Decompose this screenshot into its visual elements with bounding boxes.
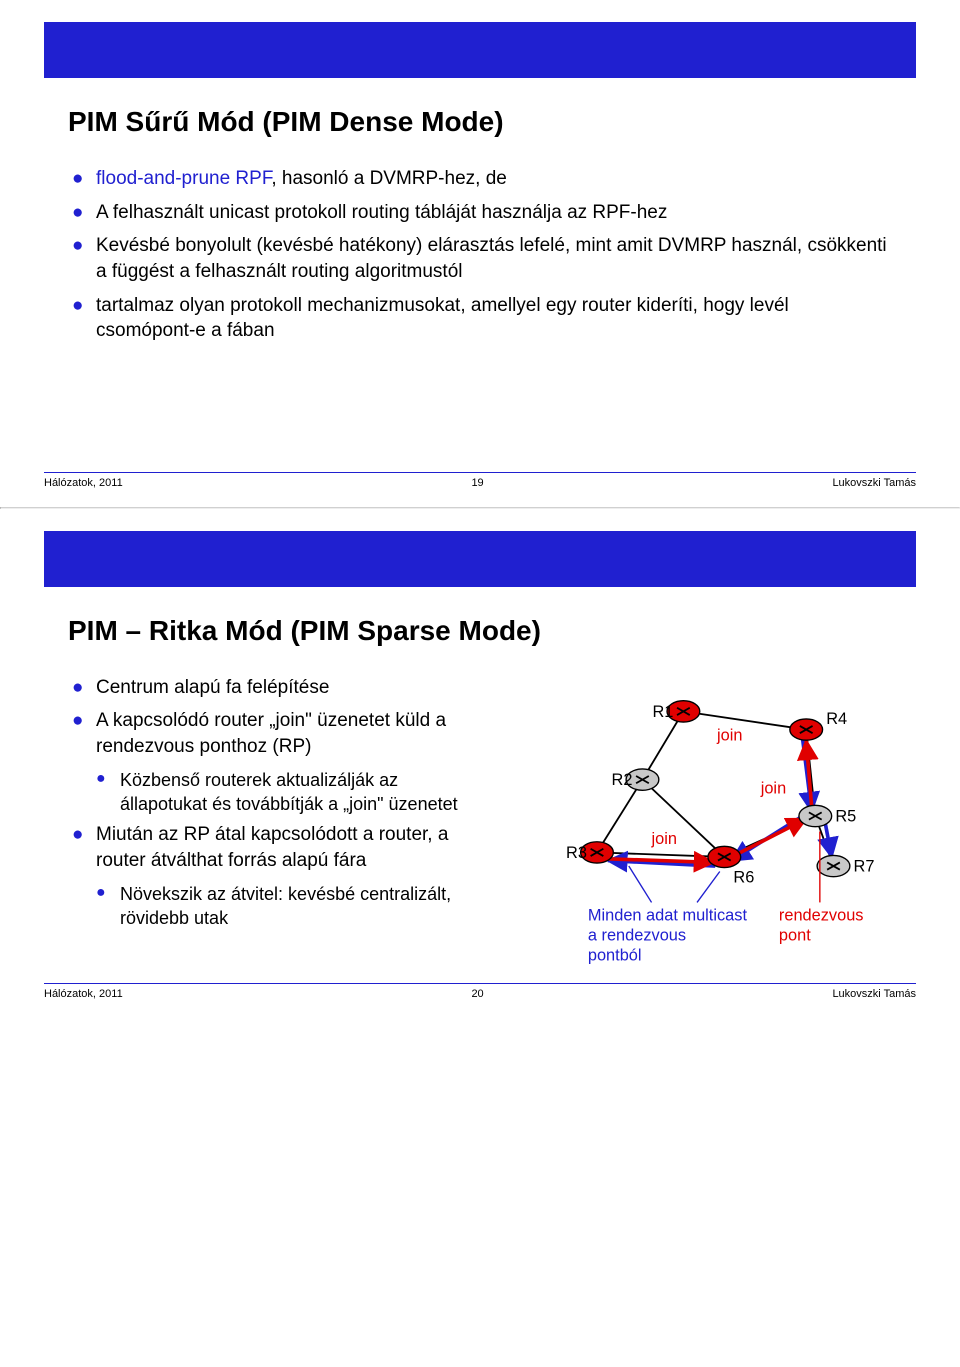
- router-label: R4: [826, 710, 847, 728]
- bullet-novekszik: Növekszik az átvitel: kevésbé centralizá…: [96, 882, 486, 931]
- bullet-unicast-protokoll: A felhasznált unicast protokoll routing …: [72, 200, 888, 226]
- slide1-content: flood-and-prune RPF, hasonló a DVMRP-hez…: [72, 166, 888, 344]
- footer-left: Hálózatok, 2011: [44, 988, 123, 1000]
- router-label: R5: [835, 807, 856, 825]
- router-node-r5: [799, 805, 832, 826]
- left-column: Centrum alapú fa felépítése A kapcsolódó…: [72, 675, 486, 936]
- network-diagram: join join join R1 R2 R3 R4 R5 R6 R7 Minden adat …: [506, 675, 888, 975]
- slide-2: PIM – Ritka Mód (PIM Sparse Mode) Centru…: [0, 531, 960, 1018]
- footer-page: 20: [471, 988, 483, 1000]
- bullet-miutan: Miután az RP átal kapcsolódott a router,…: [72, 822, 486, 873]
- bullet-highlight: flood-and-prune RPF: [96, 168, 271, 189]
- slide-separator: [0, 507, 960, 509]
- caption-multicast: Minden adat multicast a rendezvous pontb…: [588, 906, 752, 964]
- slide-title: PIM – Ritka Mód (PIM Sparse Mode): [68, 615, 960, 647]
- edge: [597, 779, 642, 852]
- bullet-join: A kapcsolódó router „join" üzenetet küld…: [72, 708, 486, 759]
- title-bar: [44, 531, 916, 587]
- footer-author: Lukovszki Tamás: [832, 477, 916, 489]
- slide-1: PIM Sűrű Mód (PIM Dense Mode) flood-and-…: [0, 22, 960, 507]
- footer-page: 19: [471, 477, 483, 489]
- slide2-content: Centrum alapú fa felépítése A kapcsolódó…: [72, 675, 888, 983]
- footer-author: Lukovszki Tamás: [832, 988, 916, 1000]
- slide-title: PIM Sűrű Mód (PIM Dense Mode): [68, 106, 960, 138]
- caption-rendezvous: rendezvous pont: [779, 906, 868, 944]
- bullet-flood-and-prune: flood-and-prune RPF, hasonló a DVMRP-hez…: [72, 166, 888, 192]
- router-label: R2: [611, 771, 632, 789]
- footer-left: Hálózatok, 2011: [44, 477, 123, 489]
- join-label: join: [650, 830, 676, 848]
- bullet-rest: , hasonló a DVMRP-hez, de: [271, 168, 507, 189]
- diagram-column: join join join R1 R2 R3 R4 R5 R6 R7 Minden adat …: [506, 675, 888, 983]
- slide-footer: Hálózatok, 2011 20 Lukovszki Tamás: [0, 984, 960, 1018]
- join-arrow: [735, 819, 806, 855]
- router-label: R3: [566, 844, 587, 862]
- router-node-r7: [817, 855, 850, 876]
- bullet-centrum: Centrum alapú fa felépítése: [72, 675, 486, 701]
- slide-footer: Hálózatok, 2011 19 Lukovszki Tamás: [0, 473, 960, 507]
- title-bar: [44, 22, 916, 78]
- bullet-kevesbe-bonyolult: Kevésbé bonyolult (kevésbé hatékony) elá…: [72, 233, 888, 284]
- edge: [683, 711, 806, 729]
- join-label: join: [716, 726, 742, 744]
- router-node-r4: [790, 719, 823, 740]
- bullet-kozbenso: Közbenső routerek aktualizálják az állap…: [96, 768, 486, 817]
- join-label: join: [760, 779, 786, 797]
- router-label: R7: [853, 857, 874, 875]
- bullet-tartalmaz: tartalmaz olyan protokoll mechanizmusoka…: [72, 293, 888, 344]
- router-label: R6: [733, 868, 754, 886]
- router-node-r6: [708, 846, 741, 867]
- router-label: R1: [652, 703, 673, 721]
- edge: [597, 852, 724, 857]
